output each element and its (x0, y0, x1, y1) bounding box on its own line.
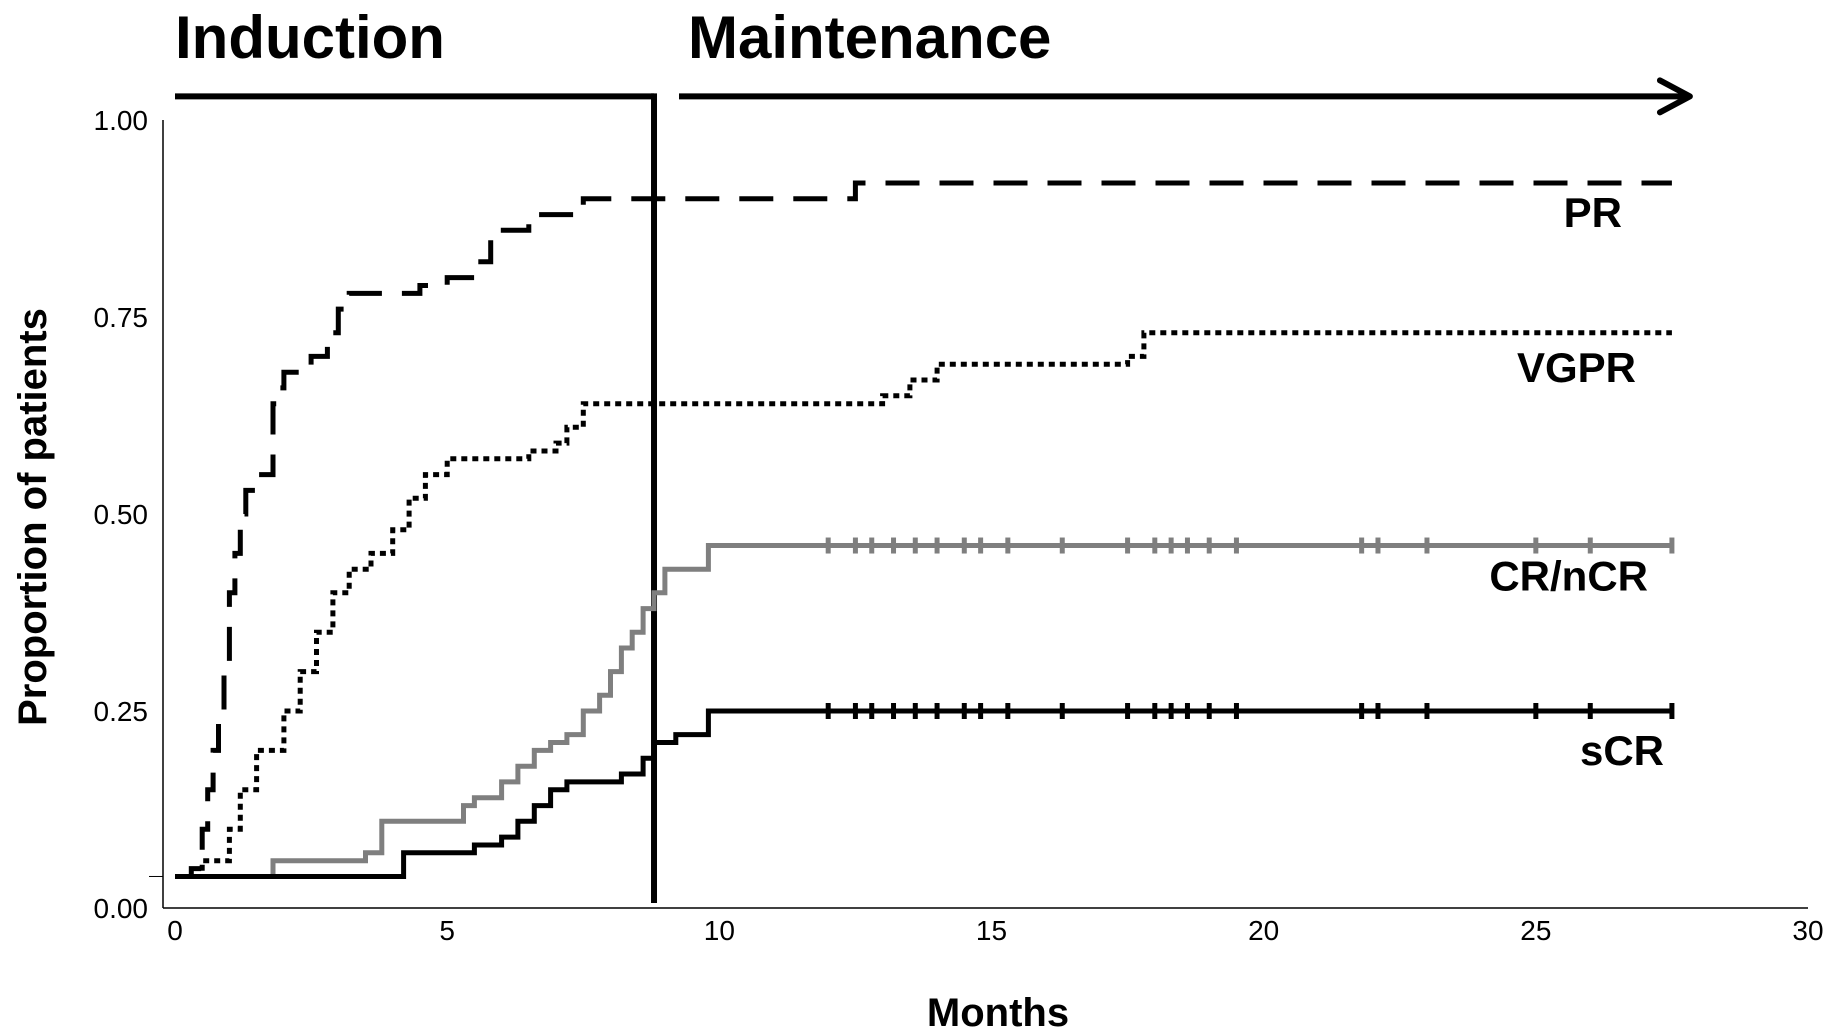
x-tick-label: 10 (704, 915, 735, 946)
series-label: CR/nCR (1489, 553, 1648, 600)
series-vgpr (175, 330, 1672, 879)
series-label: sCR (1580, 727, 1664, 774)
phase-label-induction: Induction (175, 4, 445, 71)
y-tick-label: 0.00 (94, 893, 149, 924)
series-cr-ncr (175, 537, 1675, 879)
x-axis-title: Months (927, 991, 1069, 1032)
y-tick-label: 0.75 (94, 302, 149, 333)
series-labels: PR VGPR CR/nCR sCR (1489, 189, 1664, 774)
y-tick-label: 0.50 (94, 499, 149, 530)
y-tick-label: 1.00 (94, 105, 149, 136)
series-layer (175, 180, 1675, 879)
x-tick-label: 20 (1248, 915, 1279, 946)
phase-annotations: Induction Maintenance (175, 4, 1051, 71)
series-line (175, 180, 1672, 879)
axes: 0 5 10 15 20 25 30 0.00 0.25 0.50 0.75 1.00 (94, 77, 1824, 946)
x-tick-label: 0 (167, 915, 183, 946)
y-axis-title: Proportion of patients (11, 308, 55, 726)
series-line (175, 543, 1672, 879)
x-tick-label: 5 (439, 915, 455, 946)
y-tick-label: 0.25 (94, 696, 149, 727)
series-label: PR (1564, 189, 1622, 236)
series-label: VGPR (1517, 344, 1636, 391)
series-line (175, 330, 1672, 879)
series-line (175, 708, 1672, 879)
x-tick-label: 25 (1520, 915, 1551, 946)
x-tick-label: 30 (1792, 915, 1823, 946)
maintenance-arrow-head (1656, 77, 1693, 116)
series-pr (175, 180, 1672, 879)
series-scr (175, 703, 1675, 879)
phase-label-maintenance: Maintenance (688, 4, 1051, 71)
x-tick-label: 15 (976, 915, 1007, 946)
